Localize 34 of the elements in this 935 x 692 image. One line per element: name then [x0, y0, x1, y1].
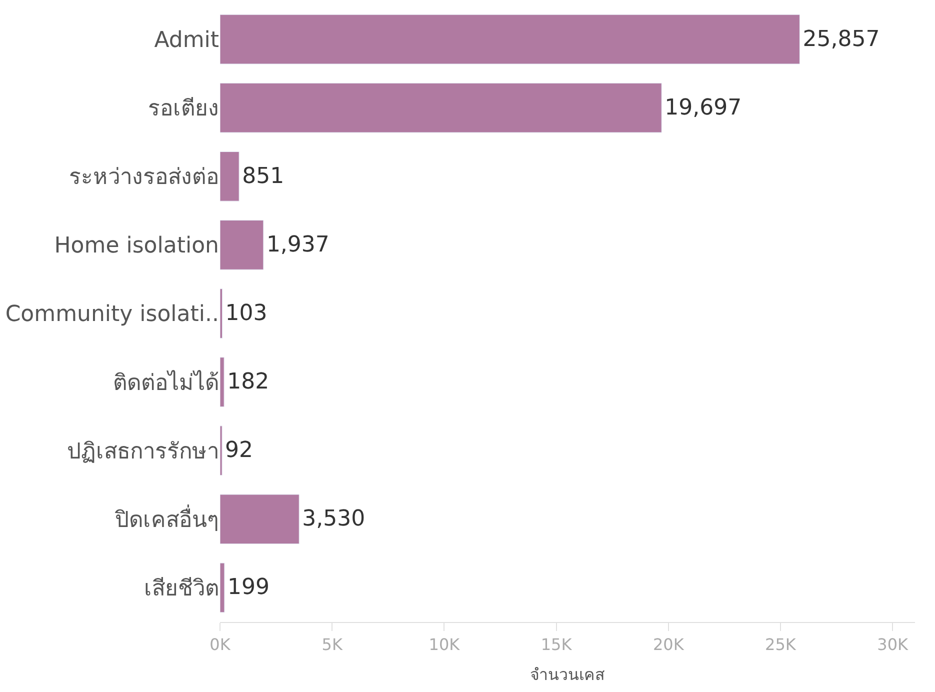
- bar: [220, 562, 225, 613]
- y-tick-label: ปิดเคสอื่นๆ: [114, 504, 219, 533]
- bar: [220, 288, 223, 338]
- y-tick-label: ติดต่อไม่ได้: [113, 370, 219, 396]
- data-label: 3,530: [302, 506, 366, 532]
- data-label: 851: [242, 164, 284, 189]
- x-tick-label: 10K: [428, 635, 460, 654]
- data-label: 103: [225, 301, 268, 326]
- x-tick-label: 5K: [322, 635, 343, 654]
- bar: [220, 82, 662, 133]
- y-tick-label: ระหว่างรอส่งต่อ: [69, 165, 219, 190]
- data-label: 25,857: [802, 26, 880, 52]
- y-tick-label: Community isolati..: [5, 302, 219, 328]
- data-label: 92: [225, 438, 254, 464]
- x-tick-label: 0K: [210, 635, 231, 654]
- x-axis-title: จำนวนเคส: [530, 664, 605, 684]
- data-label: 182: [227, 370, 270, 395]
- x-tick-label: 15K: [540, 635, 572, 654]
- y-tick-label: เสียชีวิต: [144, 576, 219, 602]
- data-label: 1,937: [266, 232, 330, 258]
- bar: [220, 494, 300, 544]
- bar: [220, 14, 800, 64]
- x-tick-label: 30K: [877, 635, 909, 654]
- x-tick-label: 20K: [652, 635, 684, 654]
- y-tick-label: รอเตียง: [148, 96, 219, 122]
- x-tick-label: 25K: [765, 635, 796, 654]
- bar: [220, 220, 264, 270]
- bar: [220, 151, 240, 202]
- bar: [220, 357, 224, 407]
- y-tick-label: Home isolation: [54, 234, 219, 259]
- data-label: 199: [227, 575, 270, 600]
- y-tick-label: Admit: [154, 28, 220, 53]
- data-label: 19,697: [664, 95, 742, 120]
- y-tick-label: ปฏิเสธการรักษา: [67, 439, 219, 464]
